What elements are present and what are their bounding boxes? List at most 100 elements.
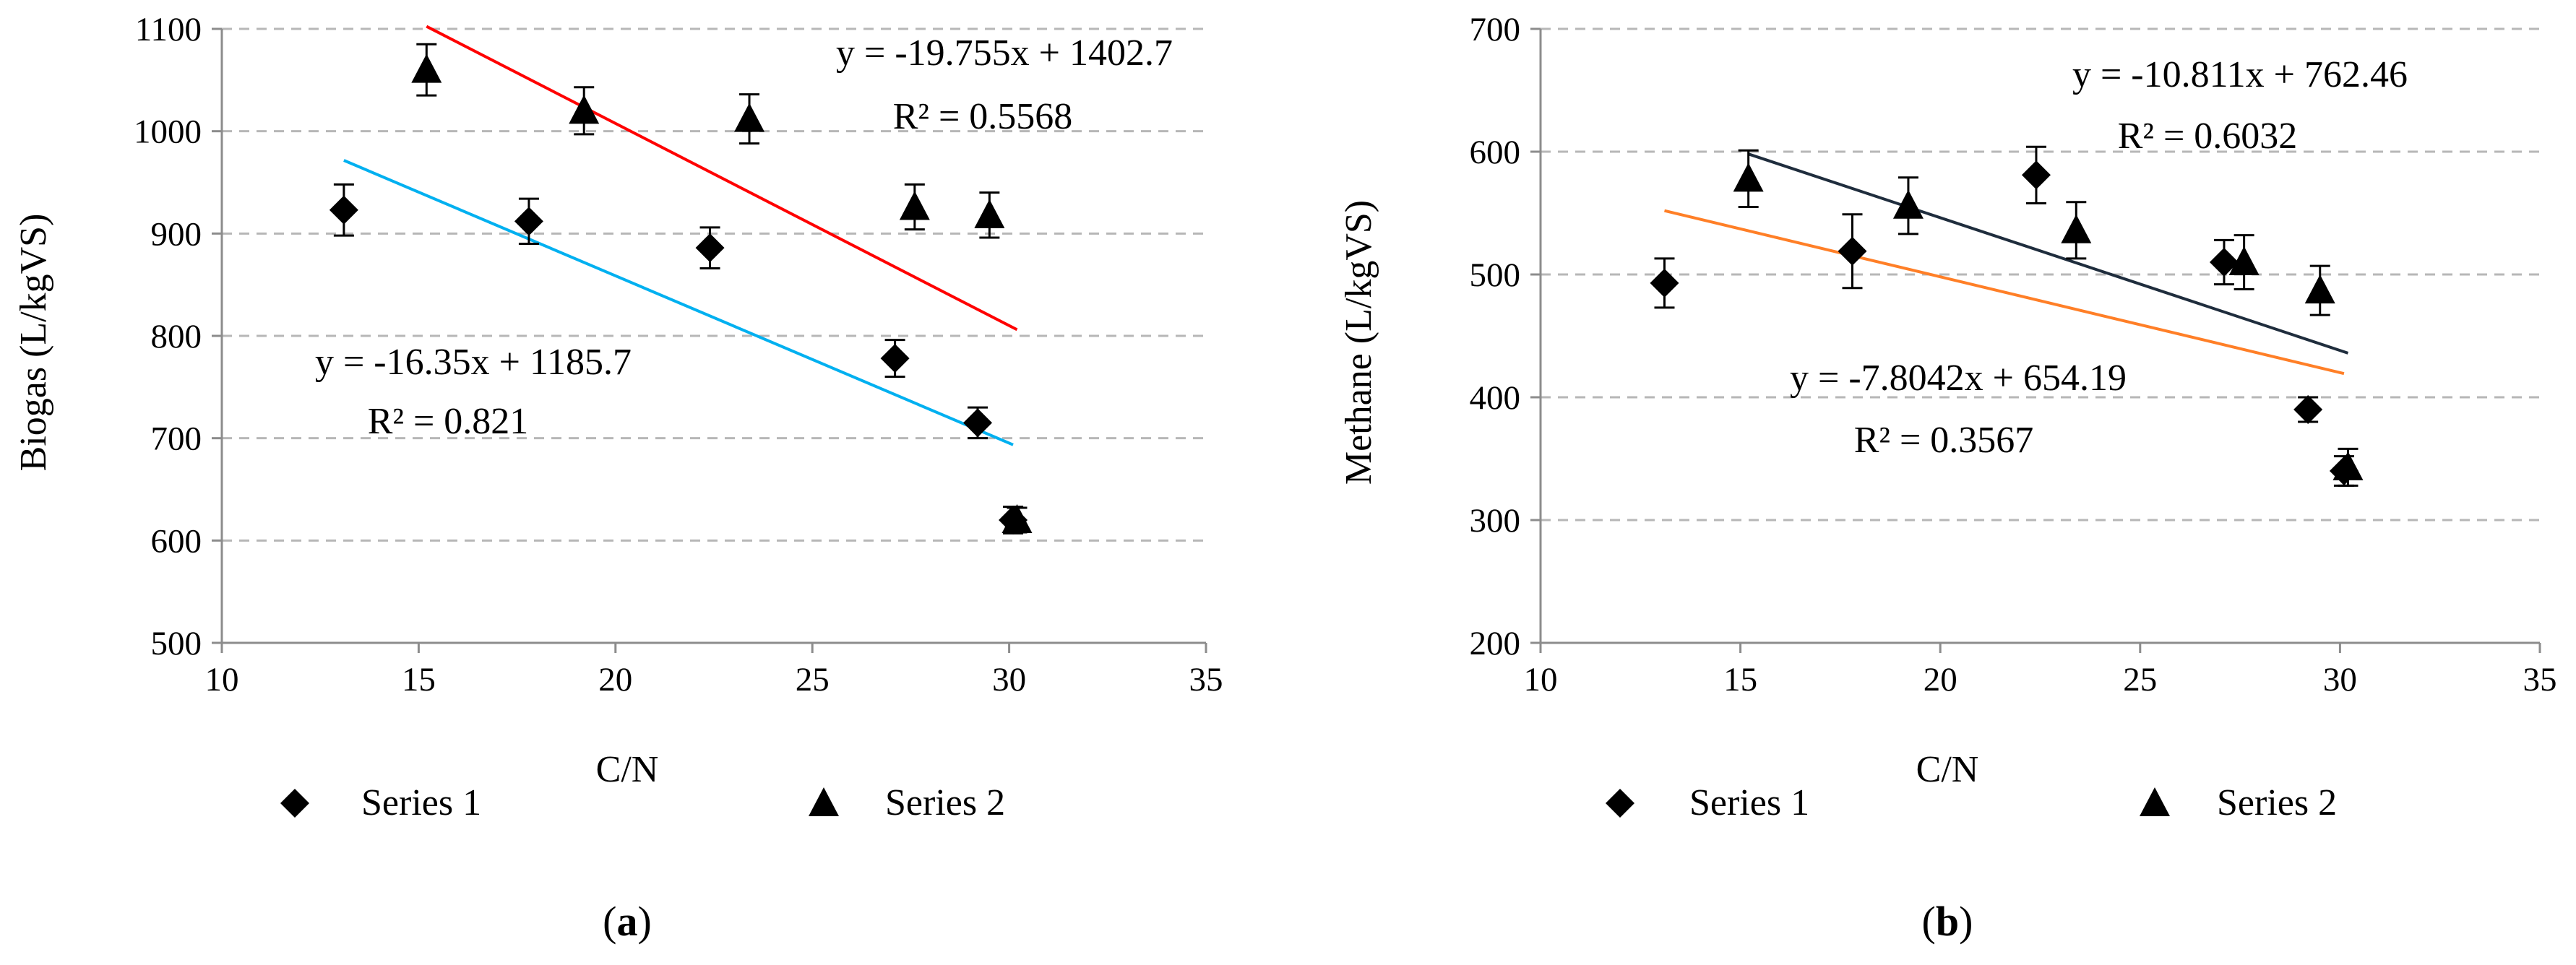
panel-b-y-axis-title: Methane (L/kgVS) — [1338, 200, 1379, 485]
panel-b-y-tick-label-400: 400 — [1470, 379, 1521, 417]
panel-b-s1-point-1 — [1650, 257, 1679, 309]
panel-b-s2-point-5 — [2304, 264, 2335, 316]
panel-a-x-tick-label-25: 25 — [796, 661, 830, 698]
panel-b-caption: (b) — [1922, 898, 1973, 945]
panel-a-s1-point-4-diamond-marker — [880, 344, 910, 373]
panel-a-trendline-series-2 — [426, 25, 1018, 332]
panel-a-caption-close: ) — [638, 898, 652, 945]
panel-b-y-tick-label-200: 200 — [1470, 625, 1521, 662]
panel-b-s2-point-5-triangle-marker — [2304, 274, 2335, 304]
panel-b-y-tick-label-500: 500 — [1470, 256, 1521, 294]
panel-b-s1-point-5 — [2293, 395, 2323, 424]
panel-a-y-tick-label-1100: 1100 — [135, 11, 202, 48]
panel-b-series2-r2: R² = 0.6032 — [2118, 116, 2298, 157]
panel-a-x-tick-label-35: 35 — [1189, 661, 1223, 698]
panel-a-tick-labels: 10 15 20 25 30 35 500 600 700 800 900 1000 1100 — [134, 11, 1223, 698]
panel-b-tick-labels: 10 15 20 25 30 35 200 300 400 500 600 700 — [1470, 11, 2557, 698]
panel-b-x-tick-label-30: 30 — [2323, 661, 2357, 698]
panel-a-x-tick-label-20: 20 — [598, 661, 632, 698]
panel-b-s2-point-1 — [1733, 149, 1764, 208]
panel-a-caption-open: ( — [603, 898, 616, 945]
panel-b-series2-equation: y = -10.811x + 762.46 — [2072, 54, 2408, 95]
panel-b-methane-chart: 10 15 20 25 30 35 200 300 400 500 600 700 C/N Metha… — [1338, 11, 2557, 945]
panel-b-legend-series2-triangle-icon-shape — [2140, 787, 2170, 816]
panel-a-s1-point-2 — [514, 197, 543, 245]
panel-b-trendline-series-1 — [1664, 209, 2345, 376]
panel-a-s2-point-5 — [974, 191, 1005, 239]
panel-b-trendline-series-2 — [1748, 152, 2349, 355]
panel-b-legend-series2-label: Series 2 — [2217, 782, 2337, 823]
panel-b-s2-point-2 — [1892, 176, 1924, 235]
panel-a-s2-point-1-triangle-marker — [411, 53, 442, 83]
panel-a-legend-series1-diamond-icon — [280, 789, 309, 818]
panel-a-s2-point-1 — [411, 43, 442, 97]
panel-a-legend-series2-triangle-icon-shape — [809, 787, 839, 816]
panel-b-x-tick-label-20: 20 — [1924, 661, 1957, 698]
panel-a-x-tick-label-30: 30 — [992, 661, 1026, 698]
panel-b-legend: Series 1 Series 2 — [1606, 782, 2337, 823]
panel-a-series1-equation: y = -16.35x + 1185.7 — [315, 342, 632, 383]
panel-a-s1-point-5-diamond-marker — [963, 408, 993, 438]
panel-b-axes — [1530, 27, 2541, 653]
panel-a-trendlines — [343, 25, 1018, 446]
panel-a-s1-point-3-diamond-marker — [695, 233, 725, 263]
panel-a-s1-point-3 — [695, 226, 725, 269]
panel-b-trendlines — [1664, 152, 2349, 376]
panel-a-s1-point-2-diamond-marker — [514, 207, 543, 236]
panel-b-s1-point-3 — [2021, 145, 2051, 204]
panel-a-s2-point-4 — [899, 183, 930, 231]
panel-b-s2-point-3 — [2061, 201, 2092, 260]
panel-a-x-axis-title: C/N — [596, 749, 659, 790]
panel-a-s2-point-2 — [569, 86, 600, 136]
panel-b-s1-point-2-diamond-marker — [1838, 236, 1867, 266]
panel-b-s1-point-5-diamond-marker — [2293, 395, 2323, 424]
panel-a-s2-point-2-triangle-marker — [569, 95, 600, 124]
panel-b-s1-point-3-diamond-marker — [2021, 160, 2051, 190]
panel-b-legend-series2-triangle-icon — [2140, 787, 2170, 816]
panel-a-legend-series1-label: Series 1 — [361, 782, 481, 823]
panel-a-s1-point-1-diamond-marker — [329, 195, 358, 225]
panel-b-s1-point-1-diamond-marker — [1650, 268, 1679, 298]
panel-a-s2-point-6-triangle-marker — [1001, 504, 1033, 533]
panel-b-x-axis-title: C/N — [1916, 749, 1979, 790]
panel-b-s2-point-6-triangle-marker — [2332, 451, 2364, 480]
panel-a-series2-equation: y = -19.755x + 1402.7 — [836, 33, 1173, 74]
panel-a-s2-point-5-triangle-marker — [974, 199, 1005, 228]
panel-a-x-tick-label-15: 15 — [402, 661, 436, 698]
panel-a-s1-point-5 — [963, 406, 993, 440]
panel-a-s2-point-3 — [734, 93, 765, 145]
panel-b-s1-point-4 — [2209, 238, 2239, 286]
panel-a-y-axis-title: Biogas (L/kgVS) — [13, 214, 54, 472]
panel-b-s2-point-3-triangle-marker — [2061, 214, 2092, 243]
panel-a-legend-series2-triangle-icon — [809, 787, 839, 816]
panel-b-legend-series1-diamond-icon — [1606, 789, 1634, 818]
panel-b-s2-point-1-triangle-marker — [1733, 163, 1764, 192]
panel-b-x-tick-label-10: 10 — [1524, 661, 1558, 698]
panel-a-y-tick-label-800: 800 — [151, 318, 202, 355]
panel-b-data-points — [1650, 145, 2364, 487]
panel-a-series2-r2: R² = 0.5568 — [893, 96, 1073, 137]
panel-a-y-tick-label-900: 900 — [151, 215, 202, 253]
panel-b-s2-point-2-triangle-marker — [1892, 189, 1924, 219]
panel-b-s2-point-4 — [2228, 234, 2260, 290]
panel-a-caption-letter: a — [617, 898, 638, 945]
panel-a-caption: (a) — [603, 898, 652, 945]
panel-a-s1-point-1 — [329, 183, 358, 237]
panel-a-trendline-series-1 — [343, 159, 1014, 446]
panel-a-s2-point-3-triangle-marker — [734, 103, 765, 132]
panel-b-x-tick-label-35: 35 — [2523, 661, 2557, 698]
panel-b-y-tick-label-300: 300 — [1470, 502, 1521, 540]
panel-b-s2-point-6 — [2332, 447, 2364, 487]
panel-b-gridlines — [1541, 27, 2540, 522]
panel-b-x-tick-label-25: 25 — [2123, 661, 2157, 698]
panel-a-y-tick-label-700: 700 — [151, 420, 202, 458]
panel-b-y-tick-label-600: 600 — [1470, 134, 1521, 171]
panel-b-legend-series1-label: Series 1 — [1689, 782, 1809, 823]
panel-b-series1-r2: R² = 0.3567 — [1854, 420, 2034, 461]
panel-a-s2-point-4-triangle-marker — [899, 191, 930, 220]
panel-b-series1-equation: y = -7.8042x + 654.19 — [1790, 358, 2127, 399]
panel-a-legend-series2-label: Series 2 — [885, 782, 1005, 823]
panel-b-caption-open: ( — [1922, 898, 1936, 945]
